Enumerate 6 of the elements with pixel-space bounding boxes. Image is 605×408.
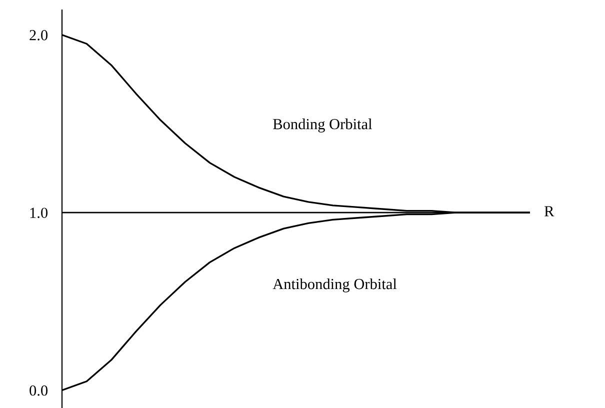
ref-line-label: R <box>544 206 554 216</box>
y-tick-label: 2.0 <box>30 30 48 40</box>
annotation: Antibonding Orbital <box>272 278 397 292</box>
y-tick-label: 0.0 <box>30 385 48 396</box>
y-tick-label: 1.0 <box>30 208 48 218</box>
annotation: Bonding Orbital <box>273 118 372 132</box>
